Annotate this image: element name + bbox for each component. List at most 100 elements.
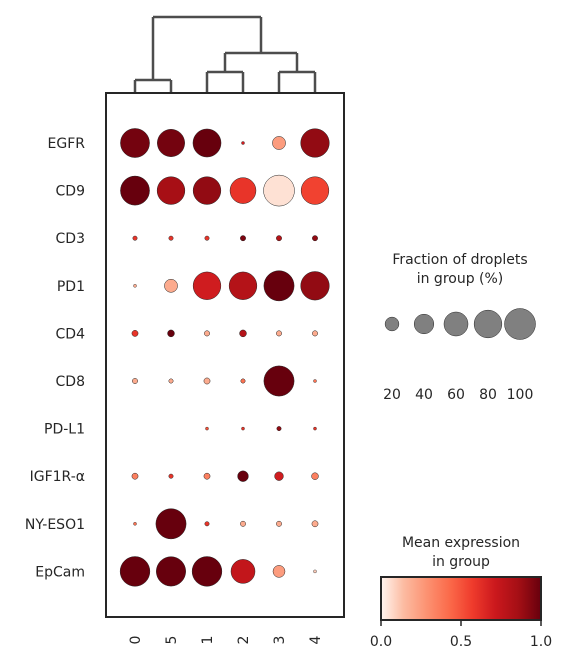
dot-CD8-1 xyxy=(203,377,211,385)
dot-CD9-2 xyxy=(229,177,257,204)
size-legend-label: 20 xyxy=(383,387,401,403)
colorbar-tick-label: 1.0 xyxy=(530,634,552,650)
size-legend-dot xyxy=(443,311,469,337)
colorbar-ticks: 0.0 0.5 1.0 xyxy=(370,620,552,650)
dot-IGF1R-α-5 xyxy=(168,473,174,479)
dot-IGF1R-α-2 xyxy=(237,470,249,482)
dot-NY-ESO1-2 xyxy=(240,520,246,527)
dot-CD3-3 xyxy=(276,235,282,242)
gene-label: CD3 xyxy=(56,231,85,247)
group-label: 2 xyxy=(236,636,252,645)
dot-CD4-3 xyxy=(276,330,282,337)
dot-CD9-4 xyxy=(300,176,330,205)
dot-PD-L1-3 xyxy=(276,426,282,432)
colorbar-tick-label: 0.0 xyxy=(370,634,392,650)
gene-label: PD1 xyxy=(57,279,85,295)
dot-PD1-2 xyxy=(228,271,258,300)
dot-EGFR-3 xyxy=(272,136,286,150)
size-legend-title-line2: in group (%) xyxy=(417,271,504,287)
dot-EpCam-1 xyxy=(191,556,223,587)
dot-CD9-3 xyxy=(263,174,295,207)
dot-CD3-4 xyxy=(312,235,318,242)
gene-label: CD8 xyxy=(56,374,85,390)
dot-EGFR-2 xyxy=(241,141,245,145)
dot-EpCam-3 xyxy=(272,565,286,578)
dot-CD9-5 xyxy=(156,176,186,205)
dot-PD1-4 xyxy=(300,271,330,301)
dot-PD1-3 xyxy=(263,270,295,302)
dot-IGF1R-α-4 xyxy=(311,472,319,480)
dot-PD1-5 xyxy=(164,278,178,293)
dot-CD8-5 xyxy=(168,378,174,384)
color-legend-title-line1: Mean expression xyxy=(402,535,520,551)
dot-PD1-1 xyxy=(192,271,222,300)
dot-CD8-4 xyxy=(313,379,317,383)
dot-PD-L1-4 xyxy=(313,426,317,431)
dot-CD3-5 xyxy=(168,235,174,241)
dot-NY-ESO1-0 xyxy=(133,522,137,526)
dot-NY-ESO1-5 xyxy=(155,508,187,540)
dot-EGFR-5 xyxy=(157,129,185,157)
colorbar-tick-label: 0.5 xyxy=(450,634,472,650)
dot-EGFR-4 xyxy=(300,128,330,158)
size-legend-dot xyxy=(473,309,503,339)
dot-EpCam-0 xyxy=(119,556,151,587)
colorbar xyxy=(380,576,542,621)
dot-PD-L1-1 xyxy=(205,426,209,431)
size-legend-title-line1: Fraction of droplets xyxy=(392,252,527,268)
dot-NY-ESO1-4 xyxy=(311,520,319,528)
dot-CD3-0 xyxy=(132,235,138,241)
gene-label: NY-ESO1 xyxy=(25,517,85,533)
dendrogram xyxy=(133,15,317,93)
size-legend-dot xyxy=(504,308,536,340)
size-legend-labels: 20 40 60 80 100 xyxy=(383,387,533,403)
dot-PD1-0 xyxy=(133,284,137,288)
dot-EpCam-4 xyxy=(313,569,317,574)
gene-label: EpCam xyxy=(35,564,85,580)
size-legend-dot xyxy=(384,316,400,332)
gene-label: CD9 xyxy=(56,184,85,200)
dot-EpCam-5 xyxy=(156,556,186,587)
group-label: 1 xyxy=(200,636,216,645)
dot-IGF1R-α-3 xyxy=(274,471,284,481)
gene-label: IGF1R-α xyxy=(30,469,85,485)
dot-CD9-0 xyxy=(120,175,150,206)
gene-label: CD4 xyxy=(56,326,86,342)
size-legend-label: 80 xyxy=(479,387,497,403)
dot-EGFR-0 xyxy=(120,128,150,158)
group-label: 0 xyxy=(128,636,144,645)
plot-frame xyxy=(105,92,345,618)
gene-labels: EGFR CD9 CD3 PD1 CD4 CD8 PD-L1 IGF1R-α NY-ESO1 Ep… xyxy=(25,136,85,580)
group-label: 3 xyxy=(272,636,288,645)
dot-CD4-2 xyxy=(239,329,247,338)
size-legend: Fraction of droplets in group (%) 20 40 60… xyxy=(383,252,536,403)
dot-CD8-2 xyxy=(240,378,246,384)
dot-CD3-2 xyxy=(240,235,246,242)
size-legend-dots xyxy=(384,308,536,340)
dot-CD8-3 xyxy=(263,365,295,397)
color-legend: Mean expression in group 0.0 0.5 1.0 xyxy=(370,535,552,650)
group-label: 4 xyxy=(308,635,324,644)
size-legend-label: 60 xyxy=(447,387,465,403)
dot-marks xyxy=(119,128,330,587)
group-labels: 0 5 1 2 3 4 xyxy=(128,635,324,644)
dot-CD3-1 xyxy=(204,235,210,241)
size-legend-dot xyxy=(413,313,435,335)
dot-NY-ESO1-3 xyxy=(276,520,282,527)
dot-CD8-0 xyxy=(132,378,138,384)
group-label: 5 xyxy=(164,636,180,645)
dot-CD4-0 xyxy=(131,330,139,337)
dot-NY-ESO1-1 xyxy=(204,521,210,527)
size-legend-label: 100 xyxy=(507,387,534,403)
gene-label: EGFR xyxy=(48,136,86,152)
dot-EGFR-1 xyxy=(192,128,222,158)
dot-IGF1R-α-1 xyxy=(203,472,211,480)
dot-CD4-1 xyxy=(204,330,210,337)
dot-CD4-4 xyxy=(312,330,318,337)
color-legend-title-line2: in group xyxy=(432,554,490,570)
dot-CD4-5 xyxy=(167,329,175,338)
dot-PD-L1-2 xyxy=(241,426,245,431)
dot-EpCam-2 xyxy=(230,559,256,584)
dot-IGF1R-α-0 xyxy=(131,472,139,480)
